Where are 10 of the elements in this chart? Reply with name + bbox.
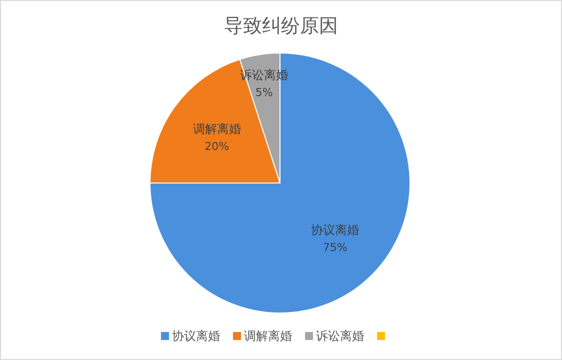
data-label: 75%: [322, 241, 348, 254]
legend-label: 协议离婚: [172, 329, 220, 343]
legend-label: 调解离婚: [244, 329, 292, 343]
chart-title: 导致纠纷原因: [224, 15, 338, 37]
data-label: 20%: [204, 140, 230, 154]
pie-slice: [150, 52, 410, 314]
slice-label: 调解离婚: [192, 122, 241, 136]
slice-label: 协议离婚: [311, 223, 360, 238]
data-label: 5%: [255, 86, 273, 99]
legend-label: 诉讼离婚: [316, 329, 364, 343]
